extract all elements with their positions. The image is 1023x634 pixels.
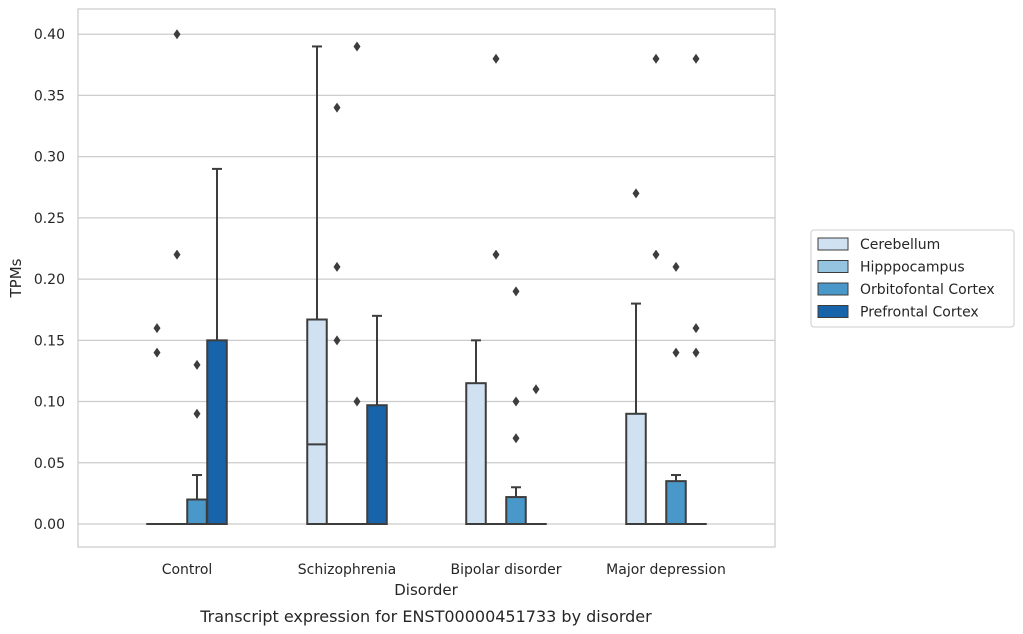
y-tick-label: 0.30 [34,150,65,166]
outlier-point [193,408,201,419]
outlier-point [692,323,700,334]
box-orbitofontal-cortex-2 [505,286,527,526]
box-body [366,404,388,526]
y-tick-label: 0.05 [34,456,65,472]
legend-swatch [817,282,849,296]
x-tick-label: Schizophrenia [298,562,396,578]
box-hipppocampus-1 [326,102,348,526]
box-body [505,496,527,526]
outlier-point [333,261,341,272]
y-tick-label: 0.35 [34,88,65,104]
outlier-point [692,53,700,64]
outlier-point [193,359,201,370]
y-tick-label: 0.25 [34,211,65,227]
legend-swatch [817,260,849,273]
outlier-point [173,249,181,260]
outlier-point [333,335,341,346]
legend-label: Hipppocampus [860,260,965,276]
outlier-point [512,433,520,444]
y-axis-title: TPMs [7,258,25,298]
box-prefrontal-cortex-1 [366,314,388,526]
legend-frame [810,229,1015,328]
chart-title: Transcript expression for ENST0000045173… [199,607,652,626]
box-body [625,412,647,526]
box-prefrontal-cortex-2 [525,384,547,526]
box-body [186,498,208,526]
x-tick-label: Major depression [606,562,726,578]
plot-area [78,9,775,547]
outlier-point [632,188,640,199]
box-orbitofontal-cortex-3 [665,261,687,525]
outlier-point [652,249,660,260]
box-cerebellum-2 [465,339,487,525]
y-tick-label: 0.10 [34,395,65,411]
outlier-point [692,347,700,358]
plot-frame [77,8,776,548]
legend: Cerebellum Hipppocampus Orbitofontal Corte… [810,229,1015,328]
y-tick-labels: 0.00 0.05 0.10 0.15 0.20 0.25 0.30 0.35 0.40 [34,27,65,533]
y-tick-label: 0.40 [34,27,65,43]
box-body [306,318,328,526]
outlier-point [353,41,361,52]
outlier-point [492,249,500,260]
outlier-point [512,286,520,297]
box-orbitofontal-cortex-0 [186,359,208,526]
x-axis-title: Disorder [394,581,458,599]
outlier-point [173,29,181,40]
gridlines [78,33,775,525]
x-tick-labels: Control Schizophrenia Bipolar disorder Majo… [162,562,726,578]
legend-label: Orbitofontal Cortex [860,282,995,298]
y-tick-label: 0.20 [34,272,65,288]
box-plots [146,29,707,526]
x-tick-label: Bipolar disorder [450,562,561,578]
legend-swatch [817,305,849,318]
outlier-point [353,396,361,407]
box-hipppocampus-3 [645,53,667,526]
box-cerebellum-1 [306,45,328,526]
box-prefrontal-cortex-0 [206,167,228,526]
box-hipppocampus-0 [166,29,188,526]
outlier-point [532,384,540,395]
outlier-point [153,323,161,334]
y-tick-label: 0.15 [34,333,65,349]
box-body [465,382,487,525]
box-body [665,480,687,525]
box-prefrontal-cortex-3 [685,53,707,526]
outlier-point [672,347,680,358]
outlier-point [512,396,520,407]
box-body [206,339,228,526]
x-tick-label: Control [162,562,213,578]
outlier-point [652,53,660,64]
outlier-point [153,347,161,358]
legend-swatch [817,237,849,251]
box-orbitofontal-cortex-1 [346,41,368,526]
outlier-point [333,102,341,113]
box-cerebellum-3 [625,188,647,526]
legend-label: Prefrontal Cortex [860,305,979,321]
y-tick-label: 0.00 [34,517,65,533]
outlier-point [672,261,680,272]
outlier-point [492,53,500,64]
legend-label: Cerebellum [860,237,940,253]
